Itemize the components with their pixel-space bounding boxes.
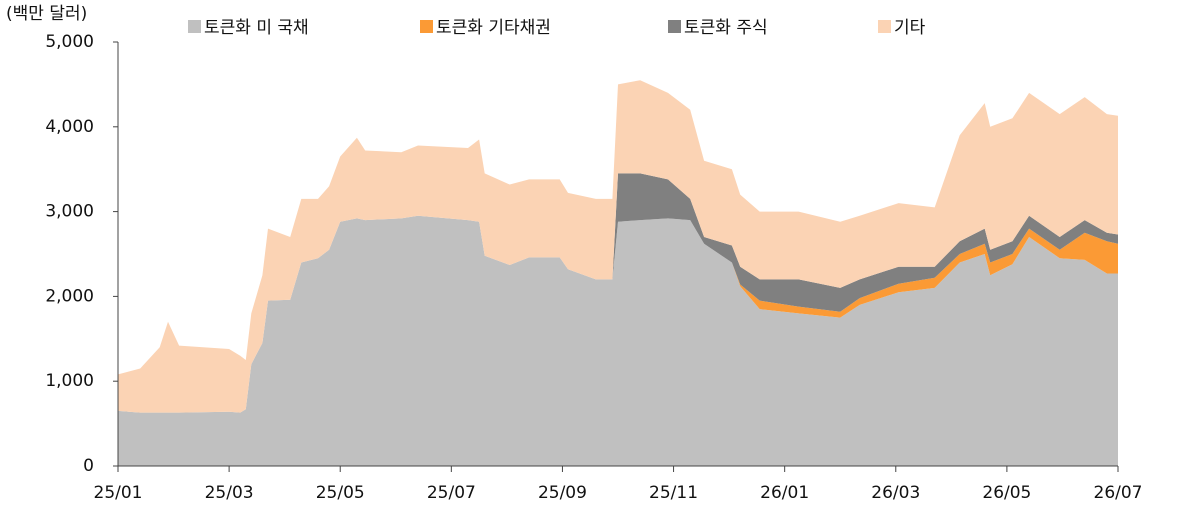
x-tick-label: 25/05 [316, 483, 365, 503]
x-tick-label: 26/07 [1094, 483, 1143, 503]
legend-label: 토큰화 미 국채 [204, 18, 309, 38]
x-tick-label: 26/01 [760, 483, 809, 503]
y-tick-label: 2,000 [45, 286, 94, 306]
legend-swatch [420, 20, 433, 33]
legend-label: 토큰화 주식 [684, 18, 768, 38]
legend-swatch [188, 20, 201, 33]
x-tick-label: 25/09 [538, 483, 587, 503]
x-tick-label: 25/03 [205, 483, 254, 503]
y-axis-label: (백만 달러) [6, 4, 87, 24]
legend-swatch [878, 20, 891, 33]
x-tick-label: 26/05 [982, 483, 1031, 503]
area [118, 215, 1118, 466]
x-tick-label: 25/11 [649, 483, 698, 503]
y-tick-label: 3,000 [45, 202, 94, 222]
x-tick-label: 25/01 [94, 483, 143, 503]
y-tick-label: 5,000 [45, 32, 94, 52]
x-tick-label: 26/03 [871, 483, 920, 503]
area [118, 80, 1118, 413]
legend-swatch [668, 20, 681, 33]
area [118, 173, 1118, 413]
legend-label: 토큰화 기타채권 [436, 18, 551, 38]
y-tick-label: 1,000 [45, 371, 94, 391]
x-tick-label: 25/07 [427, 483, 476, 503]
legend-label: 기타 [894, 18, 926, 38]
y-tick-label: 0 [83, 456, 94, 476]
y-tick-label: 4,000 [45, 117, 94, 137]
